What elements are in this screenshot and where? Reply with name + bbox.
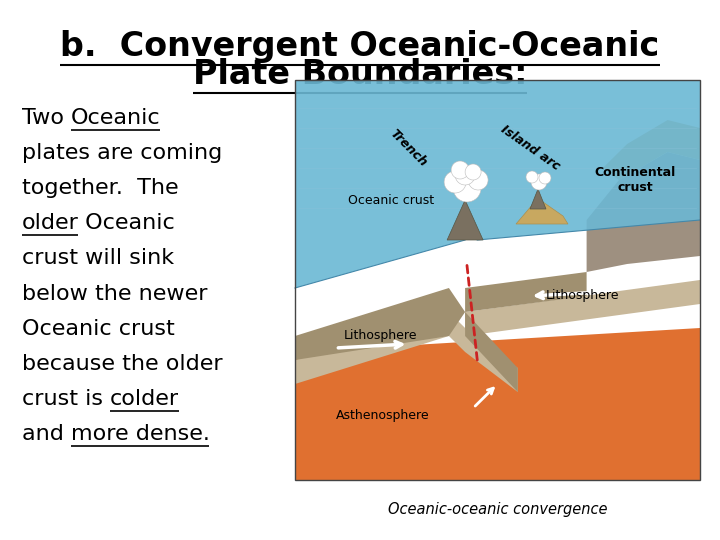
Polygon shape bbox=[295, 328, 700, 480]
Circle shape bbox=[539, 172, 551, 184]
Text: plates are coming: plates are coming bbox=[22, 143, 222, 163]
Text: Lithosphere: Lithosphere bbox=[343, 329, 417, 342]
Circle shape bbox=[451, 161, 469, 179]
Text: together.  The: together. The bbox=[22, 178, 179, 198]
Text: Oceanic-oceanic convergence: Oceanic-oceanic convergence bbox=[388, 502, 607, 517]
Text: Island arc: Island arc bbox=[498, 123, 562, 173]
Polygon shape bbox=[465, 280, 700, 336]
Polygon shape bbox=[587, 152, 700, 272]
Text: Lithosphere: Lithosphere bbox=[546, 289, 620, 302]
Text: b.  Convergent Oceanic-Oceanic: b. Convergent Oceanic-Oceanic bbox=[60, 30, 660, 63]
Polygon shape bbox=[465, 272, 587, 312]
Text: Plate Boundaries:: Plate Boundaries: bbox=[193, 58, 527, 91]
Polygon shape bbox=[295, 80, 700, 288]
Text: more dense.: more dense. bbox=[71, 424, 210, 444]
Text: colder: colder bbox=[109, 389, 179, 409]
Polygon shape bbox=[295, 312, 518, 392]
Polygon shape bbox=[465, 312, 518, 392]
Text: Oceanic: Oceanic bbox=[71, 108, 161, 128]
Text: crust will sink: crust will sink bbox=[22, 248, 174, 268]
Text: below the newer: below the newer bbox=[22, 284, 207, 303]
Text: crust is: crust is bbox=[22, 389, 109, 409]
Circle shape bbox=[465, 164, 481, 180]
Text: Oceanic: Oceanic bbox=[78, 213, 175, 233]
Text: older: older bbox=[22, 213, 78, 233]
Polygon shape bbox=[295, 288, 465, 360]
Polygon shape bbox=[447, 200, 483, 240]
Bar bbox=[295, 80, 700, 480]
Text: Asthenosphere: Asthenosphere bbox=[336, 409, 429, 422]
Text: because the older: because the older bbox=[22, 354, 222, 374]
Circle shape bbox=[531, 174, 547, 190]
Text: Trench: Trench bbox=[387, 127, 430, 169]
Text: Two: Two bbox=[22, 108, 71, 128]
Circle shape bbox=[526, 171, 538, 183]
Polygon shape bbox=[530, 189, 546, 209]
Circle shape bbox=[453, 174, 481, 202]
Text: and: and bbox=[22, 424, 71, 444]
Circle shape bbox=[444, 171, 466, 193]
Text: Continental
crust: Continental crust bbox=[595, 166, 676, 194]
Polygon shape bbox=[516, 202, 568, 224]
Circle shape bbox=[468, 170, 488, 190]
Circle shape bbox=[455, 165, 475, 185]
Polygon shape bbox=[603, 120, 700, 180]
Text: Oceanic crust: Oceanic crust bbox=[348, 193, 433, 206]
Text: Oceanic crust: Oceanic crust bbox=[22, 319, 174, 339]
